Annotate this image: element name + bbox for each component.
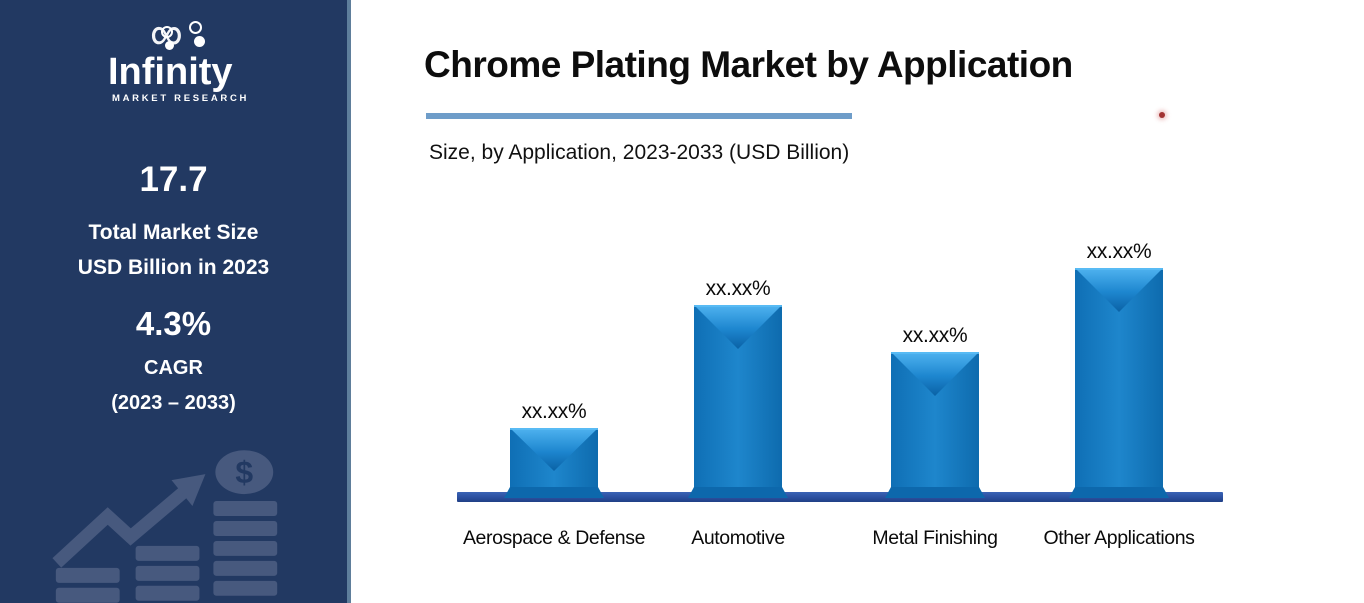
title-underline — [426, 113, 852, 119]
red-dot-artifact — [1159, 112, 1165, 118]
bar-automotive — [688, 305, 788, 498]
coin-stack-bar — [213, 520, 278, 536]
coin-stack-bar — [55, 567, 120, 583]
growth-arrow-icon — [52, 488, 187, 568]
coin-stack-bar — [135, 565, 200, 581]
bar-aerospace-and-defense — [504, 428, 604, 498]
coin-stack-bar — [135, 585, 200, 601]
bar-metal-finishing — [885, 352, 985, 498]
value-label-metal-finishing: xx.xx% — [902, 324, 968, 347]
coin-stack-bar — [213, 540, 278, 556]
chart-subtitle: Size, by Application, 2023-2033 (USD Bil… — [429, 141, 850, 164]
category-label-aerospace-and-defense: Aerospace & Defense — [462, 527, 646, 549]
total-market-size-label-1: Total Market Size — [88, 221, 259, 244]
cagr-value: 4.3% — [135, 305, 212, 342]
brand-name: Infinity — [108, 51, 233, 93]
cagr-period: (2023 – 2033) — [111, 392, 236, 414]
bar-other-applications — [1069, 268, 1169, 498]
coin-stack-bar — [213, 580, 278, 596]
coin-stack-bar — [135, 545, 200, 561]
company-logo: ∞ Infinity MARKET RESEARCH — [0, 0, 347, 120]
dollar-sign: $ — [235, 454, 253, 490]
person-body-dot-icon — [194, 36, 205, 47]
value-label-other-applications: xx.xx% — [1086, 240, 1152, 263]
value-label-automotive: xx.xx% — [705, 277, 771, 300]
coin-stack-bar — [213, 501, 278, 517]
value-label-aerospace-and-defense: xx.xx% — [521, 400, 587, 423]
category-label-other-applications: Other Applications — [1043, 527, 1195, 549]
dollar-coin-icon — [215, 450, 274, 495]
growth-chart-watermark: $ — [52, 450, 278, 603]
growth-arrow-head-icon — [171, 474, 206, 507]
total-market-size-value: 17.7 — [139, 160, 208, 199]
person-head-icon — [189, 21, 202, 34]
category-label-automotive: Automotive — [691, 527, 785, 549]
person-head-icon — [161, 26, 173, 38]
coin-stack-bar — [55, 587, 120, 603]
page-title: Chrome Plating Market by Application — [424, 44, 1073, 85]
coin-stack-bar — [213, 560, 278, 576]
category-label-metal-finishing: Metal Finishing — [872, 527, 998, 549]
cagr-label: CAGR — [144, 357, 203, 379]
total-market-size-label-2: USD Billion in 2023 — [77, 256, 270, 279]
person-body-dot-icon — [165, 41, 174, 50]
brand-tagline: MARKET RESEARCH — [112, 93, 250, 104]
x-axis-baseline — [457, 492, 1223, 502]
sidebar: ∞ Infinity MARKET RESEARCH 17.7 Total Ma… — [0, 0, 351, 603]
